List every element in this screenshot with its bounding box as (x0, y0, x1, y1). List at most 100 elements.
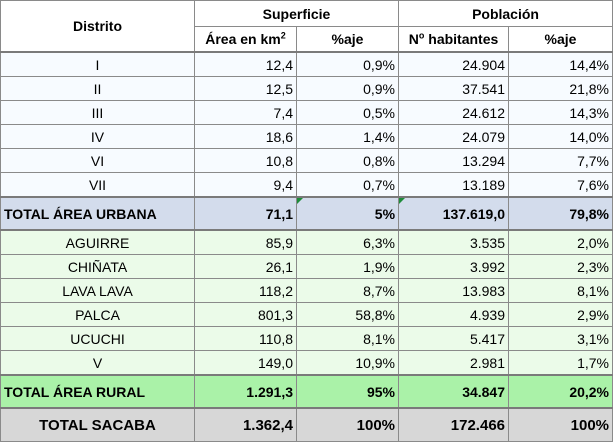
area-value: 12,4 (194, 51, 297, 77)
total-sacaba-label: TOTAL SACABA (0, 407, 195, 442)
district-name: AGUIRRE (0, 229, 195, 255)
habitantes-value: 24.079 (398, 124, 510, 149)
district-name: VII (0, 172, 195, 198)
header-row-columns: Área en km2 %aje No habitantes %aje (1, 26, 613, 53)
total-urban-habitantes: 137.619,0 (398, 196, 510, 231)
total-rural-habitantes-pct: 20,2% (508, 374, 613, 409)
area-value: 118,2 (194, 278, 297, 303)
habitantes-value: 24.904 (398, 51, 510, 77)
habitantes-pct: 2,9% (508, 302, 613, 327)
header-hab-prefix: N (408, 31, 419, 47)
habitantes-pct: 1,7% (508, 350, 613, 376)
area-pct: 10,9% (295, 350, 400, 376)
table-row-rural: V 149,0 10,9% 2.981 1,7% (0, 350, 613, 376)
table-row-urban: VI 10,8 0,8% 13.294 7,7% (0, 148, 613, 173)
header-area-km2: Área en km2 (194, 26, 297, 53)
header-hab-pct: %aje (508, 26, 613, 53)
area-value: 18,6 (194, 124, 297, 149)
table-row-rural: AGUIRRE 85,9 6,3% 3.535 2,0% (0, 229, 613, 255)
total-urban-label: TOTAL ÁREA URBANA (0, 196, 195, 231)
district-name: II (0, 76, 195, 101)
header-area-sup: 2 (280, 30, 286, 41)
header-row-groups: Distrito Superficie Población (0, 0, 613, 53)
header-hab-sup: o (418, 30, 425, 41)
table-row-rural: CHIÑATA 26,1 1,9% 3.992 2,3% (0, 254, 613, 279)
area-pct: 1,4% (295, 124, 400, 149)
table-row-urban: IV 18,6 1,4% 24.079 14,0% (0, 124, 613, 149)
header-area-pct: %aje (295, 26, 400, 53)
habitantes-value: 13.294 (398, 148, 510, 173)
district-name: PALCA (0, 302, 195, 327)
district-name: UCUCHI (0, 326, 195, 351)
habitantes-value: 37.541 (398, 76, 510, 101)
header-distrito: Distrito (0, 0, 195, 53)
area-value: 12,5 (194, 76, 297, 101)
table-row-urban: III 7,4 0,5% 24.612 14,3% (0, 100, 613, 125)
district-name: I (0, 51, 195, 77)
district-name: V (0, 350, 195, 376)
area-pct: 0,5% (295, 100, 400, 125)
habitantes-pct: 14,3% (508, 100, 613, 125)
total-sacaba-habitantes: 172.466 (398, 407, 510, 442)
total-sacaba-habitantes-pct: 100% (508, 407, 613, 442)
area-value: 26,1 (194, 254, 297, 279)
table-row-rural: PALCA 801,3 58,8% 4.939 2,9% (0, 302, 613, 327)
area-pct: 0,9% (295, 76, 400, 101)
total-rural-area-pct: 95% (295, 374, 400, 409)
area-value: 149,0 (194, 350, 297, 376)
habitantes-value: 3.535 (398, 229, 510, 255)
district-name: III (0, 100, 195, 125)
habitantes-value: 4.939 (398, 302, 510, 327)
table-row-urban: II 12,5 0,9% 37.541 21,8% (0, 76, 613, 101)
total-urban-area-pct: 5% (295, 196, 400, 231)
header-habitantes: No habitantes (398, 26, 510, 53)
total-rural-row: TOTAL ÁREA RURAL 1.291,3 95% 34.847 20,2… (0, 374, 613, 409)
area-pct: 6,3% (295, 229, 400, 255)
header-superficie: Superficie (193, 0, 400, 27)
total-rural-area: 1.291,3 (194, 374, 297, 409)
area-pct: 0,9% (295, 51, 400, 77)
header-area-label: Área en km (205, 31, 281, 47)
area-value: 801,3 (194, 302, 297, 327)
habitantes-value: 5.417 (398, 326, 510, 351)
district-name: CHIÑATA (0, 254, 195, 279)
habitantes-value: 24.612 (398, 100, 510, 125)
habitantes-value: 3.992 (398, 254, 510, 279)
total-sacaba-area-pct: 100% (295, 407, 400, 442)
table-row-rural: LAVA LAVA 118,2 8,7% 13.983 8,1% (0, 278, 613, 303)
district-name: IV (0, 124, 195, 149)
total-urban-habitantes-pct: 79,8% (508, 196, 613, 231)
habitantes-pct: 21,8% (508, 76, 613, 101)
header-hab-label: habitantes (424, 31, 499, 47)
table-row-rural: UCUCHI 110,8 8,1% 5.417 3,1% (0, 326, 613, 351)
table-row-urban: VII 9,4 0,7% 13.189 7,6% (0, 172, 613, 198)
habitantes-pct: 7,7% (508, 148, 613, 173)
total-urban-row: TOTAL ÁREA URBANA 71,1 5% 137.619,0 79,8… (0, 196, 613, 231)
area-value: 9,4 (194, 172, 297, 198)
habitantes-value: 13.189 (398, 172, 510, 198)
total-sacaba-area: 1.362,4 (194, 407, 297, 442)
area-value: 85,9 (194, 229, 297, 255)
total-rural-label: TOTAL ÁREA RURAL (0, 374, 195, 409)
area-value: 110,8 (194, 326, 297, 351)
area-pct: 1,9% (295, 254, 400, 279)
habitantes-value: 2.981 (398, 350, 510, 376)
district-name: LAVA LAVA (0, 278, 195, 303)
habitantes-pct: 8,1% (508, 278, 613, 303)
area-pct: 8,7% (295, 278, 400, 303)
habitantes-pct: 7,6% (508, 172, 613, 198)
habitantes-pct: 2,0% (508, 229, 613, 255)
table-row-urban: I 12,4 0,9% 24.904 14,4% (0, 51, 613, 77)
total-rural-habitantes: 34.847 (398, 374, 510, 409)
habitantes-value: 13.983 (398, 278, 510, 303)
header-poblacion: Población (398, 0, 613, 27)
area-pct: 0,8% (295, 148, 400, 173)
habitantes-pct: 14,0% (508, 124, 613, 149)
total-sacaba-row: TOTAL SACABA 1.362,4 100% 172.466 100% (0, 407, 613, 442)
habitantes-pct: 14,4% (508, 51, 613, 77)
habitantes-pct: 2,3% (508, 254, 613, 279)
area-value: 7,4 (194, 100, 297, 125)
area-pct: 0,7% (295, 172, 400, 198)
habitantes-pct: 3,1% (508, 326, 613, 351)
